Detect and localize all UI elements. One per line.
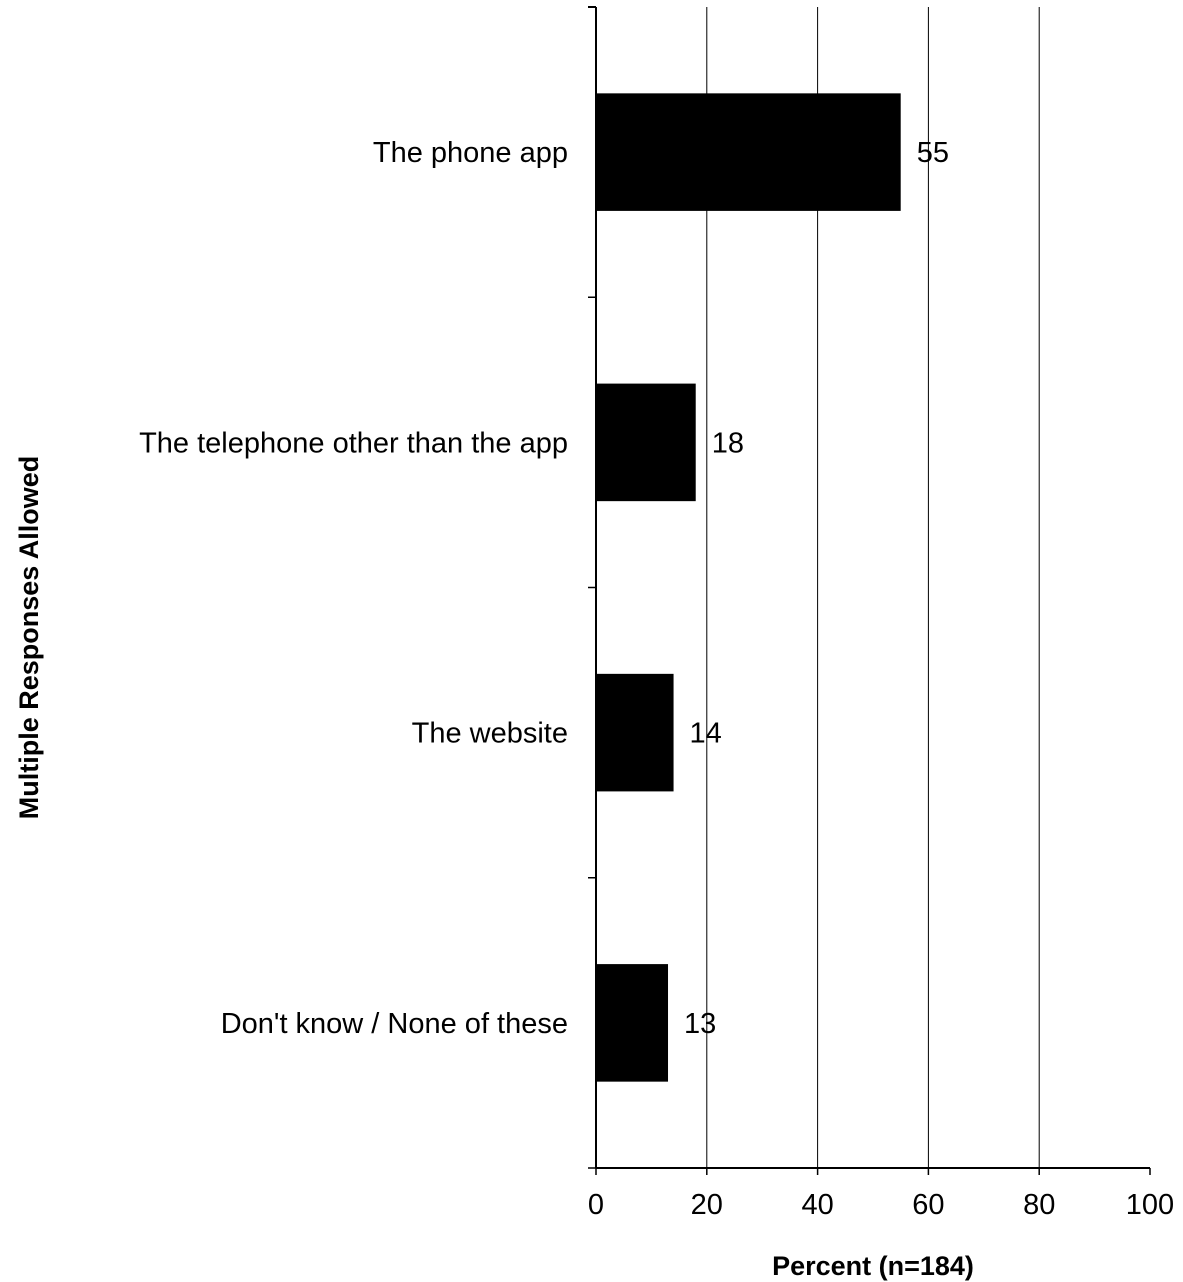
data-label: 55 xyxy=(917,137,949,169)
bar xyxy=(596,383,696,502)
label-layer: 0 20 40 60 80 100 The phone app 55 The telephone… xyxy=(139,6,1174,1221)
x-tick-label: 60 xyxy=(912,1189,944,1221)
y-axis-title: Multiple Responses Allowed xyxy=(14,456,44,820)
category-label: The telephone other than the app xyxy=(139,427,568,459)
x-tick-label: 80 xyxy=(1023,1189,1055,1221)
x-axis-title: Percent (n=184) xyxy=(772,1251,974,1281)
data-label: 13 xyxy=(684,1008,716,1040)
category-label: The website xyxy=(412,718,568,750)
bar-layer xyxy=(596,93,901,1082)
x-tick-label: 40 xyxy=(801,1189,833,1221)
x-tick-label: 20 xyxy=(691,1189,723,1221)
category-label: The phone app xyxy=(373,137,568,169)
data-label: 14 xyxy=(690,718,722,750)
data-label: 18 xyxy=(712,427,744,459)
x-tick-label: 100 xyxy=(1126,1189,1174,1221)
x-tick-label: 0 xyxy=(588,1189,604,1221)
bar xyxy=(596,93,901,211)
bar xyxy=(596,964,669,1082)
bar xyxy=(596,673,674,792)
category-label: Don't know / None of these xyxy=(221,1008,568,1040)
